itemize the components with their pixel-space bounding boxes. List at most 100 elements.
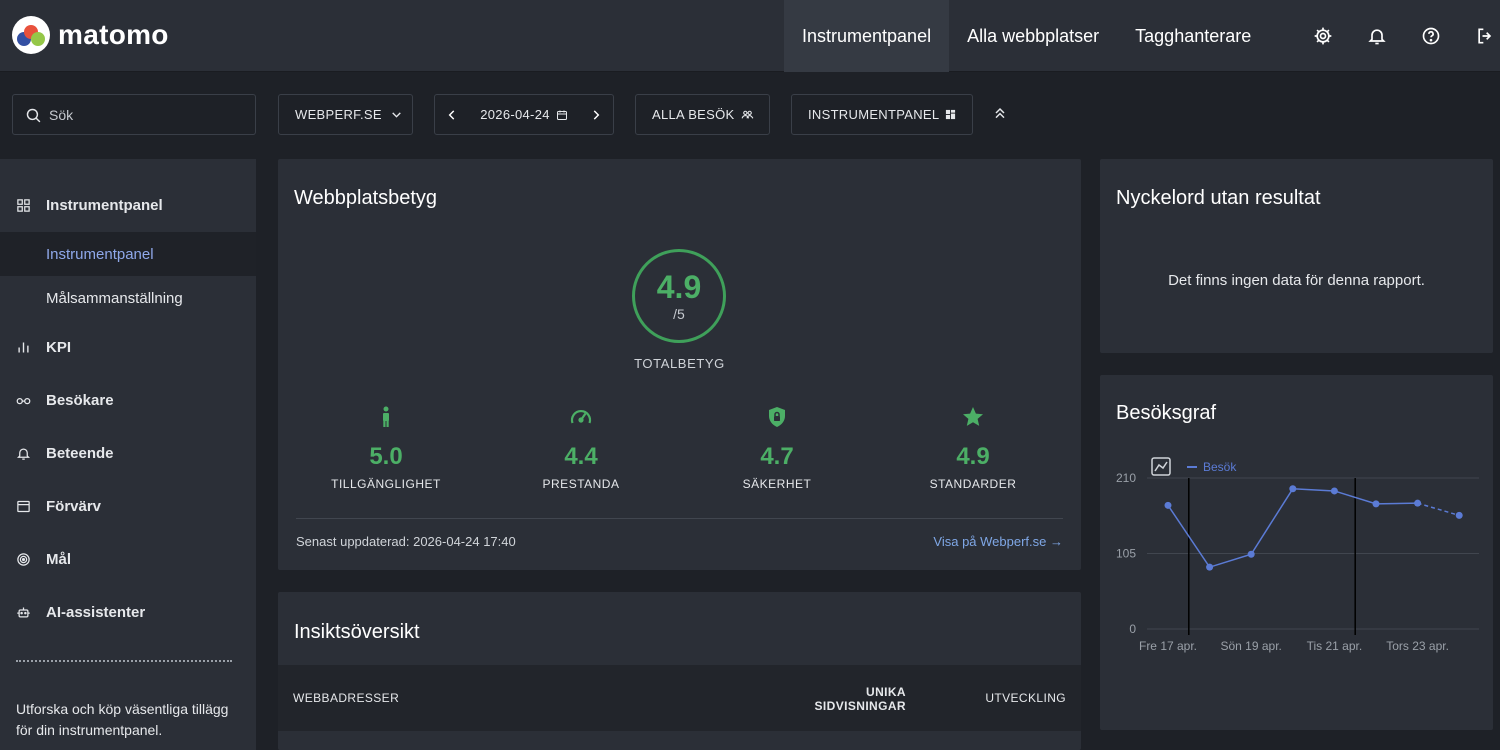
metric-performance: 4.4 PRESTANDA	[491, 405, 671, 491]
metric-value: 4.7	[760, 443, 794, 470]
sidebar-section-label: Mål	[46, 550, 72, 568]
sidebar: Instrumentpanel Instrumentpanel Målsamma…	[0, 159, 256, 750]
search-icon	[26, 108, 41, 123]
sidebar-section-label: KPI	[46, 338, 72, 356]
widget-title: Besöksgraf	[1116, 402, 1217, 424]
marketplace-promo-text[interactable]: Utforska och köp väsentliga tillägg för …	[16, 701, 229, 738]
metric-label: TILLGÄNGLIGHET	[331, 477, 441, 491]
keywords-no-results-widget: Nyckelord utan resultat Det finns ingen …	[1100, 159, 1493, 353]
sidebar-section-label: Instrumentpanel	[46, 196, 163, 214]
collapse-toolbar-button[interactable]	[988, 101, 1012, 125]
next-period-button[interactable]	[579, 95, 613, 134]
metric-label: PRESTANDA	[542, 477, 620, 491]
total-score: 4.9	[656, 269, 702, 305]
previous-period-button[interactable]	[435, 95, 469, 134]
star-icon	[963, 407, 983, 426]
topnav-tag-manager[interactable]: Tagghanterare	[1135, 26, 1252, 46]
dashboard-selector-label: INSTRUMENTPANEL	[808, 107, 940, 122]
search-input[interactable]	[49, 95, 249, 134]
logout-button[interactable]	[1458, 0, 1500, 72]
dashboard-selector[interactable]: INSTRUMENTPANEL	[791, 94, 973, 135]
column-header-evolution[interactable]: UTVECKLING	[985, 691, 1066, 705]
visits-line-chart: 0 105 210 Fre 17 apr. Sön 19 apr. Tis 21 apr.…	[1116, 457, 1479, 653]
sidebar-item-goals-overview[interactable]: Målsammanställning	[46, 289, 183, 307]
accessibility-person-icon	[383, 406, 389, 427]
search-box	[12, 94, 256, 135]
x-tick-label: Tors 23 apr.	[1386, 639, 1449, 653]
chart-type-icon[interactable]	[1151, 457, 1171, 476]
dashboard-grid-icon	[17, 198, 30, 212]
x-tick-label: Sön 19 apr.	[1221, 639, 1282, 653]
chevron-right-icon	[593, 109, 600, 120]
help-icon	[1422, 27, 1440, 45]
total-score-max: /5	[673, 306, 685, 322]
bell-icon	[16, 448, 31, 460]
series-line-visits	[1167, 488, 1418, 569]
data-point	[1455, 511, 1463, 519]
chevron-left-icon	[448, 109, 455, 120]
metric-label: SÄKERHET	[742, 477, 812, 491]
total-score-ring: 4.9 /5	[632, 249, 726, 343]
visits-graph-widget: Besöksgraf 0 105 210 Fre 17 apr. Sön 19 apr.…	[1100, 375, 1493, 730]
widget-title: Nyckelord utan resultat	[1116, 187, 1321, 209]
sidebar-item-dashboard[interactable]: Instrumentpanel	[0, 232, 256, 276]
glasses-icon	[16, 397, 31, 404]
sidebar-section-behaviour[interactable]: Beteende	[0, 431, 256, 475]
y-tick-label: 210	[1116, 471, 1136, 485]
matomo-logo[interactable]: matomo	[12, 16, 169, 54]
bell-icon	[1368, 29, 1386, 45]
segment-label: ALLA BESÖK	[652, 107, 735, 122]
column-header-unique-pageviews[interactable]: UNIKA SIDVISNINGAR	[814, 685, 906, 713]
gear-icon	[1314, 27, 1332, 45]
data-point	[1206, 563, 1214, 571]
x-tick-label: Tis 21 apr.	[1307, 639, 1363, 653]
help-button[interactable]	[1404, 0, 1458, 72]
notifications-button[interactable]	[1350, 0, 1404, 72]
sidebar-section-goals[interactable]: Mål	[0, 537, 256, 581]
x-tick-label: Fre 17 apr.	[1139, 639, 1197, 653]
robot-icon	[17, 607, 30, 617]
insights-overview-widget: Insiktsöversikt WEBBADRESSER UNIKA SIDVI…	[278, 592, 1081, 750]
bar-chart-icon	[18, 342, 29, 352]
date-picker-button[interactable]: 2026-04-24	[469, 107, 579, 122]
last-updated-text: Senast uppdaterad: 2026-04-24 17:40	[296, 534, 516, 549]
sidebar-section-label: Beteende	[46, 444, 114, 462]
data-point	[1372, 500, 1380, 508]
matomo-logo-icon	[12, 16, 50, 54]
settings-button[interactable]	[1296, 0, 1350, 72]
sidebar-section-kpi[interactable]: KPI	[0, 325, 256, 369]
site-selector[interactable]: WEBPERF.SE	[278, 94, 413, 135]
topnav-dashboard[interactable]: Instrumentpanel	[784, 0, 950, 72]
data-point	[1414, 499, 1422, 507]
calendar-icon	[556, 110, 567, 120]
data-point	[1164, 501, 1172, 509]
topnav-all-websites[interactable]: Alla webbplatser	[967, 26, 1100, 46]
column-header-urls[interactable]: WEBBADRESSER	[293, 691, 400, 705]
empty-state-message: Det finns ingen data för denna rapport.	[1168, 272, 1425, 289]
current-date: 2026-04-24	[480, 107, 550, 122]
total-score-label: TOTALBETYG	[634, 356, 725, 371]
sidebar-section-dashboard[interactable]: Instrumentpanel	[0, 183, 256, 227]
metric-accessibility: 5.0 TILLGÄNGLIGHET	[296, 405, 476, 491]
dashboard-grid-icon	[946, 109, 956, 120]
sidebar-section-acquisition[interactable]: Förvärv	[0, 484, 256, 528]
date-selector: 2026-04-24	[434, 94, 614, 135]
data-point	[1247, 550, 1255, 558]
sidebar-section-ai-assistants[interactable]: AI-assistenter	[0, 590, 256, 634]
users-icon	[741, 110, 753, 119]
sidebar-section-visitors[interactable]: Besökare	[0, 378, 256, 422]
series-line-visits-partial	[1417, 502, 1460, 517]
segment-selector[interactable]: ALLA BESÖK	[635, 94, 770, 135]
sidebar-divider	[16, 660, 232, 662]
table-header: WEBBADRESSER UNIKA SIDVISNINGAR UTVECKLI…	[278, 665, 1081, 731]
y-tick-label: 105	[1116, 547, 1136, 561]
metric-value: 5.0	[369, 443, 403, 470]
metric-standards: 4.9 STANDARDER	[883, 405, 1063, 491]
top-navigation: Instrumentpanel Alla webbplatser Tagghan…	[784, 0, 1269, 72]
top-bar: matomo Instrumentpanel Alla webbplatser …	[0, 0, 1500, 72]
website-rating-widget: Webbplatsbetyg 4.9 /5 TOTALBETYG 5.0 TIL…	[278, 159, 1081, 570]
metric-security: 4.7 SÄKERHET	[687, 405, 867, 491]
sidebar-section-label: AI-assistenter	[46, 603, 146, 621]
logout-icon	[1478, 28, 1492, 44]
view-on-webperf-link[interactable]: Visa på Webperf.se →	[933, 534, 1063, 549]
